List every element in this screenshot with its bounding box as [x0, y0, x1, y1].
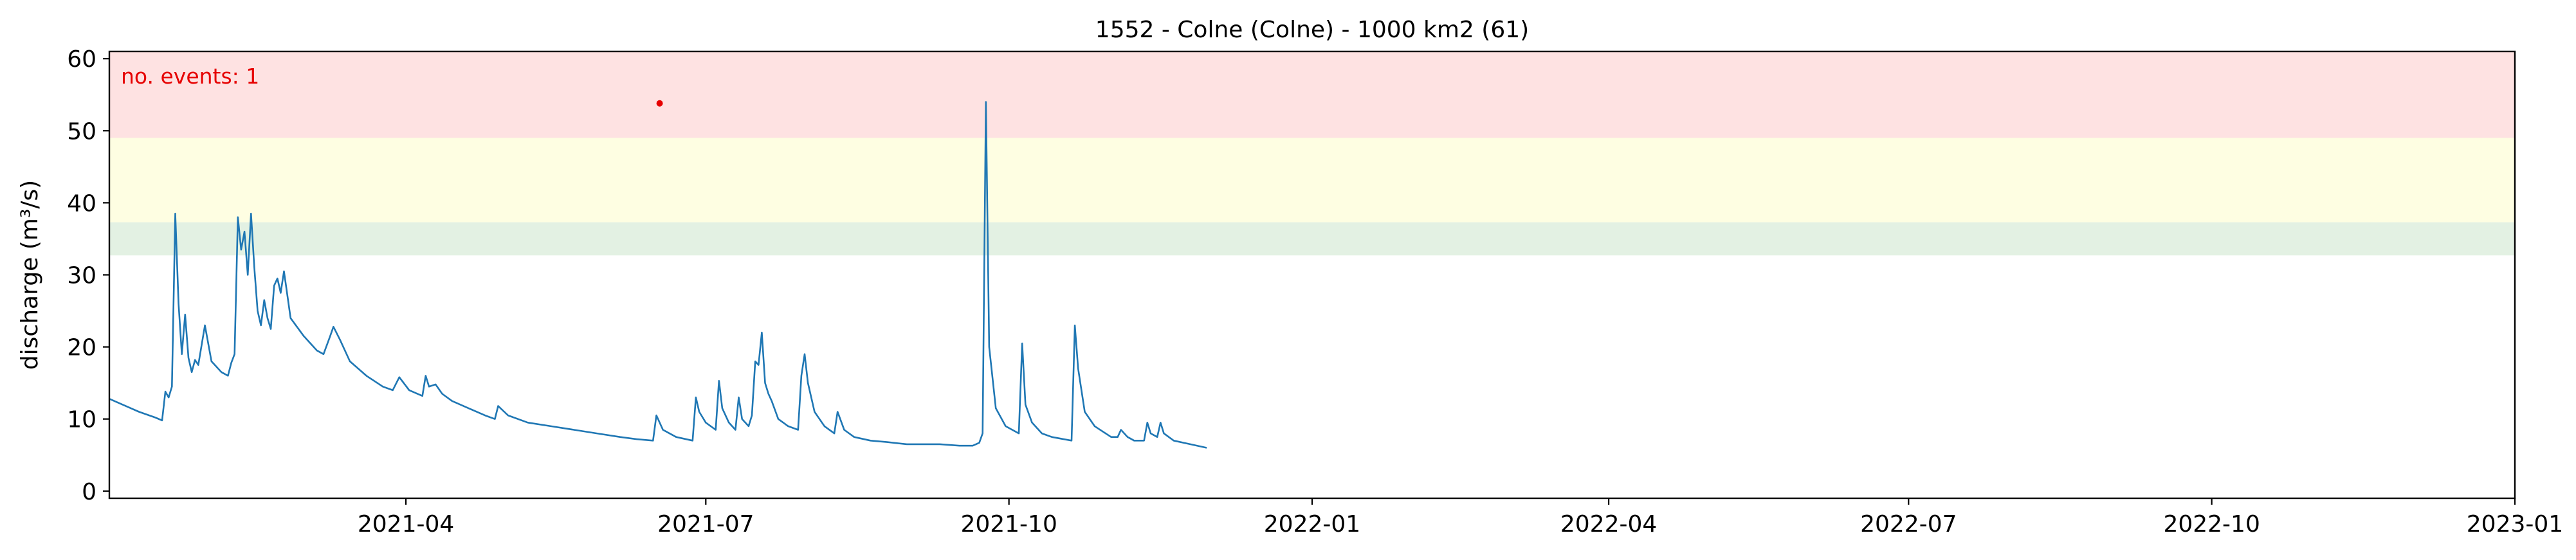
- y-tick-label: 50: [67, 118, 96, 145]
- y-tick-label: 20: [67, 335, 96, 361]
- y-tick-label: 40: [67, 190, 96, 217]
- x-tick-label: 2022-10: [2163, 511, 2260, 537]
- series-layer: [109, 101, 1207, 449]
- event-marker-0: [656, 100, 663, 107]
- threshold-band-2: [109, 51, 2515, 138]
- x-tick-label: 2022-04: [1560, 511, 1657, 537]
- x-axis: 2021-04 2021-07 2021-10 2022-01 2022-04 2022-…: [358, 498, 2563, 537]
- x-tick-label: 2022-07: [1860, 511, 1957, 537]
- x-tick-label: 2023-01: [2467, 511, 2563, 537]
- threshold-band-1: [109, 138, 2515, 222]
- series-line-0: [109, 101, 1207, 449]
- y-tick-label: 0: [82, 479, 96, 505]
- y-axis-label: discharge (m³/s): [17, 180, 43, 370]
- threshold-bands: [109, 51, 2515, 256]
- x-tick-label: 2021-04: [358, 511, 454, 537]
- y-tick-label: 30: [67, 263, 96, 289]
- x-tick-label: 2022-01: [1264, 511, 1360, 537]
- x-tick-label: 2021-10: [960, 511, 1057, 537]
- chart-title: 1552 - Colne (Colne) - 1000 km2 (61): [1095, 17, 1529, 43]
- event-count-annotation: no. events: 1: [121, 64, 259, 89]
- y-tick-label: 10: [67, 407, 96, 433]
- y-tick-label: 60: [67, 46, 96, 73]
- x-tick-label: 2021-07: [657, 511, 754, 537]
- threshold-band-0: [109, 222, 2515, 256]
- event-layer: [656, 100, 663, 107]
- y-axis: 0 10 20 30 40 50 60: [67, 46, 109, 505]
